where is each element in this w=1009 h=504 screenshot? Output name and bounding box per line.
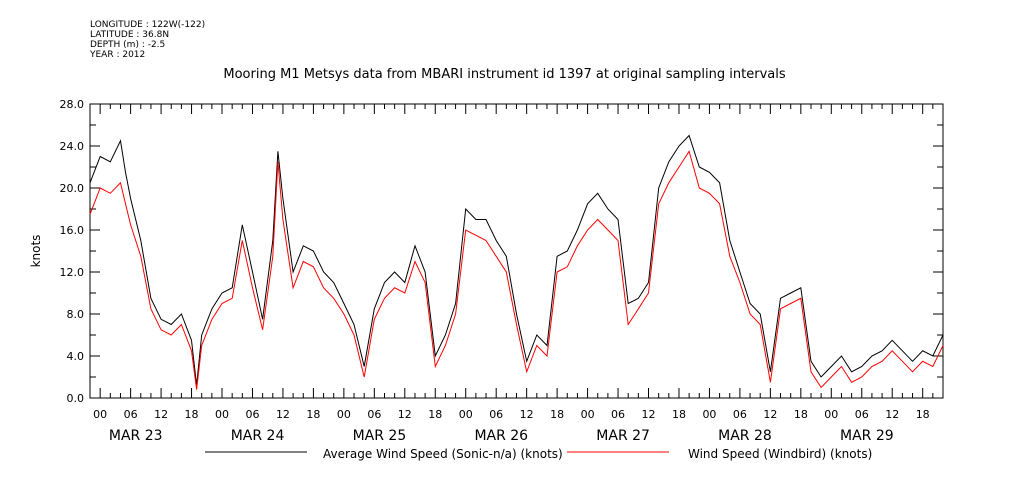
x-hour-label: 00 [337,408,351,421]
x-hour-label: 12 [642,408,656,421]
series-line-windbird [89,150,944,390]
chart-title: Mooring M1 Metsys data from MBARI instru… [223,67,786,82]
x-hour-label: 12 [885,408,899,421]
y-axis-label: knots [29,235,43,268]
x-hour-label: 06 [124,408,138,421]
plot-frame [89,103,944,399]
x-hour-label: 18 [794,408,808,421]
x-hour-label: 12 [154,408,168,421]
x-day-label: MAR 28 [718,428,772,444]
x-day-label: MAR 24 [231,428,285,444]
series-line-average-wind [89,134,944,386]
x-hour-label: 06 [489,408,503,421]
x-day-label: MAR 23 [109,428,163,444]
x-hour-label: 12 [763,408,777,421]
x-hour-label: 06 [611,408,625,421]
x-hour-label: 18 [672,408,686,421]
y-tick-label: 28.0 [60,98,85,111]
legend-label-windbird: Wind Speed (Windbird) (knots) [688,447,872,461]
x-hour-label: 12 [398,408,412,421]
longitude-label: LONGITUDE : 122W(-122) [90,20,206,30]
latitude-label: LATITUDE : 36.8N [90,30,170,40]
x-hour-label: 12 [520,408,534,421]
y-tick-label: 12.0 [60,266,85,279]
y-tick-label: 4.0 [67,350,85,363]
depth-label: DEPTH (m) : -2.5 [90,40,166,50]
year-label: YEAR : 2012 [90,50,146,60]
y-tick-label: 20.0 [60,182,85,195]
x-day-label: MAR 26 [474,428,528,444]
x-hour-label: 00 [824,408,838,421]
y-axis: 0.0 4.0 8.0 12.0 16.0 20.0 24.0 28.0 [60,98,943,405]
x-hour-label: 00 [93,408,107,421]
x-hour-label: 00 [581,408,595,421]
x-hour-label: 12 [276,408,290,421]
y-tick-label: 0.0 [67,392,85,405]
x-hour-label: 06 [245,408,259,421]
y-tick-label: 16.0 [60,224,85,237]
x-hour-label: 00 [215,408,229,421]
x-hour-label: 00 [459,408,473,421]
x-hour-label: 06 [367,408,381,421]
x-hour-label: 18 [428,408,442,421]
x-day-label: MAR 29 [840,428,894,444]
metadata-block: LONGITUDE : 122W(-122) LATITUDE : 36.8N … [90,20,205,60]
y-tick-label: 8.0 [67,308,85,321]
x-hour-label: 06 [855,408,869,421]
x-hour-label: 18 [550,408,564,421]
x-day-label: MAR 25 [353,428,407,444]
x-hour-label: 06 [733,408,747,421]
x-hour-label: 18 [916,408,930,421]
x-hour-label: 18 [185,408,199,421]
legend: Average Wind Speed (Sonic-n/a) (knots) W… [205,447,872,461]
x-day-label: MAR 27 [596,428,650,444]
legend-label-average: Average Wind Speed (Sonic-n/a) (knots) [323,447,563,461]
series-layer [89,134,944,390]
x-hour-label: 00 [702,408,716,421]
y-tick-label: 24.0 [60,140,85,153]
x-hour-label: 18 [306,408,320,421]
